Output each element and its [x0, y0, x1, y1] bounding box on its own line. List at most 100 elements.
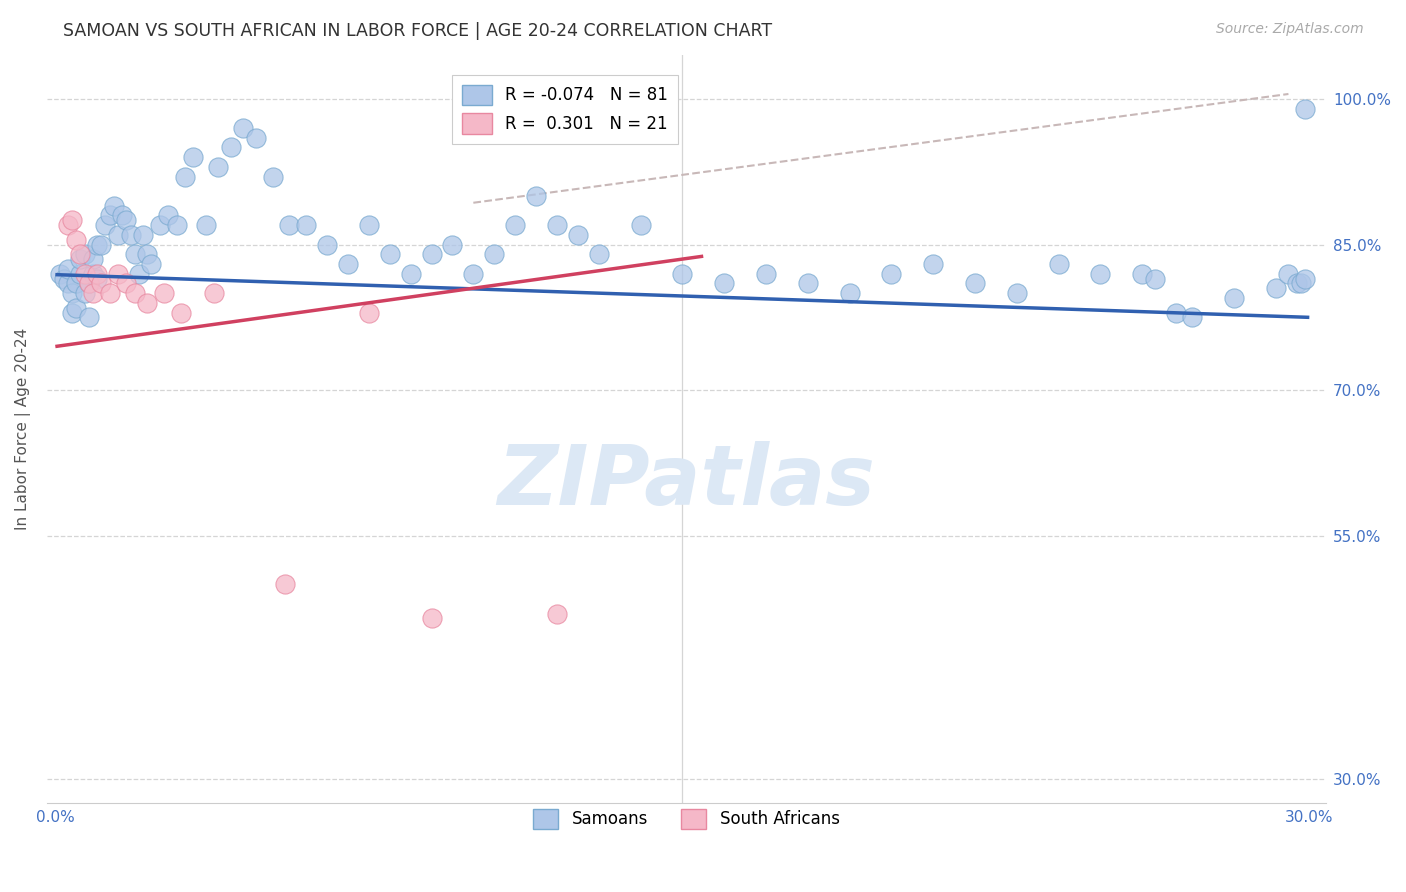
Point: [1047, 257, 1070, 271]
Point: [336, 257, 359, 271]
Point: [713, 277, 735, 291]
Point: [1005, 286, 1028, 301]
Point: [503, 218, 526, 232]
Point: [52, 271, 75, 285]
Point: [86, 267, 108, 281]
Point: [73, 267, 96, 281]
Point: [274, 577, 297, 591]
Point: [796, 277, 818, 291]
Point: [69, 252, 91, 266]
Point: [107, 227, 129, 242]
Point: [82, 252, 104, 266]
Point: [630, 218, 652, 232]
Point: [86, 237, 108, 252]
Point: [94, 218, 117, 232]
Point: [98, 208, 121, 222]
Point: [174, 169, 197, 184]
Point: [420, 247, 443, 261]
Point: [567, 227, 589, 242]
Point: [484, 247, 506, 261]
Point: [56, 261, 79, 276]
Point: [115, 277, 138, 291]
Point: [115, 213, 138, 227]
Point: [157, 208, 180, 222]
Point: [153, 286, 176, 301]
Point: [69, 267, 91, 281]
Point: [181, 150, 204, 164]
Point: [295, 218, 318, 232]
Point: [65, 233, 87, 247]
Point: [922, 257, 945, 271]
Point: [65, 277, 87, 291]
Point: [1181, 310, 1204, 325]
Point: [755, 267, 778, 281]
Point: [378, 247, 401, 261]
Point: [136, 247, 159, 261]
Point: [1223, 291, 1246, 305]
Point: [1294, 102, 1316, 116]
Point: [1264, 281, 1286, 295]
Point: [60, 286, 83, 301]
Point: [77, 277, 100, 291]
Point: [124, 286, 146, 301]
Point: [278, 218, 301, 232]
Point: [86, 271, 108, 285]
Point: [1289, 277, 1312, 291]
Point: [1164, 305, 1187, 319]
Point: [399, 267, 422, 281]
Point: [82, 286, 104, 301]
Point: [73, 286, 96, 301]
Point: [90, 237, 112, 252]
Point: [1130, 267, 1153, 281]
Point: [524, 189, 547, 203]
Text: Source: ZipAtlas.com: Source: ZipAtlas.com: [1216, 22, 1364, 37]
Point: [838, 286, 860, 301]
Point: [880, 267, 903, 281]
Point: [166, 218, 188, 232]
Point: [357, 218, 380, 232]
Point: [170, 305, 193, 319]
Point: [141, 257, 163, 271]
Point: [316, 237, 339, 252]
Text: ZIPatlas: ZIPatlas: [498, 441, 876, 522]
Point: [82, 267, 104, 281]
Point: [77, 277, 100, 291]
Point: [128, 267, 150, 281]
Point: [120, 227, 142, 242]
Point: [65, 301, 87, 315]
Point: [194, 218, 217, 232]
Point: [463, 267, 485, 281]
Point: [1294, 271, 1316, 285]
Point: [103, 199, 125, 213]
Point: [73, 247, 96, 261]
Point: [357, 305, 380, 319]
Point: [1143, 271, 1166, 285]
Point: [245, 130, 267, 145]
Point: [588, 247, 610, 261]
Point: [48, 267, 70, 281]
Point: [111, 208, 134, 222]
Legend: Samoans, South Africans: Samoans, South Africans: [527, 802, 846, 836]
Point: [202, 286, 225, 301]
Point: [124, 247, 146, 261]
Point: [136, 295, 159, 310]
Point: [671, 267, 693, 281]
Point: [207, 160, 229, 174]
Point: [1277, 267, 1299, 281]
Point: [56, 218, 79, 232]
Point: [546, 218, 568, 232]
Point: [90, 277, 112, 291]
Point: [1285, 277, 1308, 291]
Point: [963, 277, 986, 291]
Point: [546, 607, 568, 621]
Point: [219, 140, 242, 154]
Point: [149, 218, 172, 232]
Point: [60, 213, 83, 227]
Y-axis label: In Labor Force | Age 20-24: In Labor Force | Age 20-24: [15, 328, 31, 530]
Point: [77, 310, 100, 325]
Point: [420, 611, 443, 625]
Point: [1090, 267, 1112, 281]
Text: SAMOAN VS SOUTH AFRICAN IN LABOR FORCE | AGE 20-24 CORRELATION CHART: SAMOAN VS SOUTH AFRICAN IN LABOR FORCE |…: [63, 22, 772, 40]
Point: [60, 305, 83, 319]
Point: [441, 237, 464, 252]
